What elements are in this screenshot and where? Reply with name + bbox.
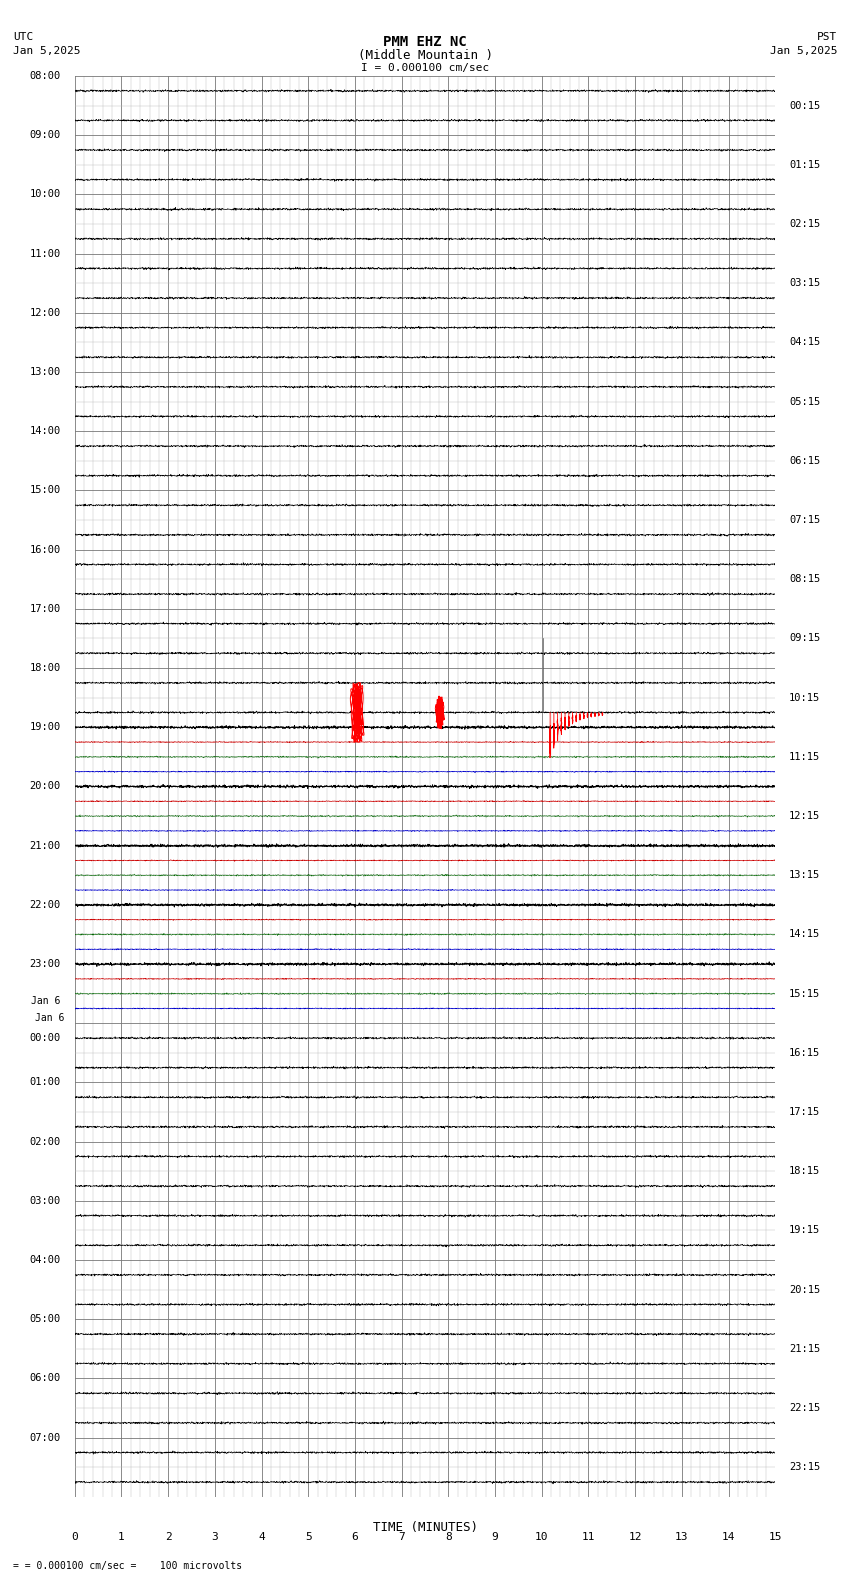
Text: 05:00: 05:00 (30, 1315, 61, 1324)
Text: PST: PST (817, 32, 837, 41)
Text: 08:00: 08:00 (30, 71, 61, 81)
Text: 09:00: 09:00 (30, 130, 61, 141)
Text: 01:15: 01:15 (789, 160, 820, 169)
Text: 08:15: 08:15 (789, 575, 820, 584)
Text: 13:00: 13:00 (30, 367, 61, 377)
Text: 8: 8 (445, 1532, 451, 1543)
Text: 00:15: 00:15 (789, 101, 820, 111)
Text: 05:15: 05:15 (789, 396, 820, 407)
Text: 17:15: 17:15 (789, 1107, 820, 1117)
Text: 10: 10 (535, 1532, 548, 1543)
Text: 1: 1 (118, 1532, 125, 1543)
Text: Jan 6: Jan 6 (35, 1014, 65, 1023)
Text: 10:00: 10:00 (30, 190, 61, 200)
Text: 12:00: 12:00 (30, 307, 61, 318)
Text: 2: 2 (165, 1532, 172, 1543)
Text: Jan 5,2025: Jan 5,2025 (770, 46, 837, 55)
Text: 11:15: 11:15 (789, 752, 820, 762)
Text: 11:00: 11:00 (30, 249, 61, 258)
Text: 00:00: 00:00 (30, 1033, 61, 1044)
Text: 16:00: 16:00 (30, 545, 61, 554)
Text: 6: 6 (352, 1532, 359, 1543)
Text: 06:15: 06:15 (789, 456, 820, 466)
Text: UTC: UTC (13, 32, 33, 41)
Text: 22:15: 22:15 (789, 1403, 820, 1413)
Text: (Middle Mountain ): (Middle Mountain ) (358, 49, 492, 62)
Text: 02:00: 02:00 (30, 1137, 61, 1147)
Text: 16:15: 16:15 (789, 1049, 820, 1058)
Text: 18:15: 18:15 (789, 1166, 820, 1177)
Text: 12:15: 12:15 (789, 811, 820, 821)
Text: 3: 3 (212, 1532, 218, 1543)
Text: 07:15: 07:15 (789, 515, 820, 524)
Text: 09:15: 09:15 (789, 634, 820, 643)
Text: 19:00: 19:00 (30, 722, 61, 732)
Text: 23:00: 23:00 (30, 958, 61, 969)
Text: 06:00: 06:00 (30, 1373, 61, 1383)
Text: 04:15: 04:15 (789, 337, 820, 347)
Text: = = 0.000100 cm/sec =    100 microvolts: = = 0.000100 cm/sec = 100 microvolts (13, 1562, 242, 1571)
X-axis label: TIME (MINUTES): TIME (MINUTES) (372, 1521, 478, 1535)
Text: 14:15: 14:15 (789, 930, 820, 939)
Text: 9: 9 (491, 1532, 498, 1543)
Text: 21:15: 21:15 (789, 1343, 820, 1354)
Text: 13: 13 (675, 1532, 688, 1543)
Text: 01:00: 01:00 (30, 1077, 61, 1088)
Text: 03:00: 03:00 (30, 1196, 61, 1205)
Text: 21:00: 21:00 (30, 841, 61, 851)
Text: I = 0.000100 cm/sec: I = 0.000100 cm/sec (361, 63, 489, 73)
Text: 14: 14 (722, 1532, 735, 1543)
Text: 18:00: 18:00 (30, 664, 61, 673)
Text: 23:15: 23:15 (789, 1462, 820, 1472)
Text: 4: 4 (258, 1532, 265, 1543)
Text: 02:15: 02:15 (789, 219, 820, 230)
Text: 10:15: 10:15 (789, 692, 820, 703)
Text: Jan 6: Jan 6 (31, 995, 61, 1006)
Text: 22:00: 22:00 (30, 900, 61, 909)
Text: 13:15: 13:15 (789, 870, 820, 881)
Text: 15:00: 15:00 (30, 485, 61, 496)
Text: PMM EHZ NC: PMM EHZ NC (383, 35, 467, 49)
Text: 03:15: 03:15 (789, 279, 820, 288)
Text: 11: 11 (581, 1532, 595, 1543)
Text: 15:15: 15:15 (789, 988, 820, 998)
Text: 5: 5 (305, 1532, 312, 1543)
Text: 0: 0 (71, 1532, 78, 1543)
Text: 7: 7 (399, 1532, 405, 1543)
Text: 12: 12 (628, 1532, 642, 1543)
Text: 04:00: 04:00 (30, 1255, 61, 1266)
Text: Jan 5,2025: Jan 5,2025 (13, 46, 80, 55)
Text: 14:00: 14:00 (30, 426, 61, 436)
Text: 07:00: 07:00 (30, 1432, 61, 1443)
Text: 20:15: 20:15 (789, 1285, 820, 1294)
Text: 20:00: 20:00 (30, 781, 61, 792)
Text: 19:15: 19:15 (789, 1226, 820, 1236)
Text: 15: 15 (768, 1532, 782, 1543)
Text: 17:00: 17:00 (30, 604, 61, 615)
